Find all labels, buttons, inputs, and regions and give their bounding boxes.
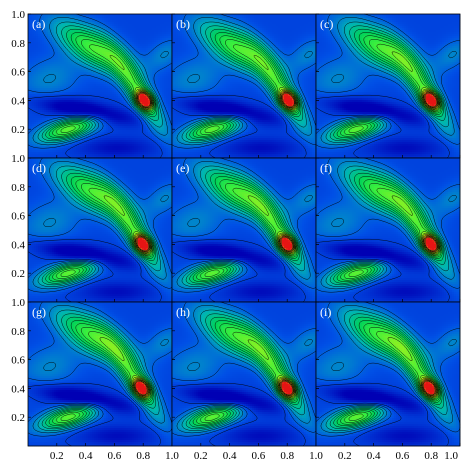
x-tick-labels: 0.2 0.4 0.6 0.8 1.0 0.2 0.4 0.6 0.8 1.0 0.2 0.4 0.6 0…: [50, 450, 459, 462]
x-tick-label: 0.4: [223, 450, 237, 462]
y-tick-label: 0.4: [11, 95, 25, 107]
x-tick-label: 1.0: [165, 450, 179, 462]
panel-h: (h): [172, 302, 316, 446]
panel-label: (g): [32, 305, 46, 319]
y-tick-label: 0.6: [11, 355, 25, 367]
x-tick-label: 0.4: [79, 450, 93, 462]
x-tick-label: 1.0: [309, 450, 323, 462]
y-tick-label: 0.8: [11, 182, 25, 194]
heatmap-cells: [28, 14, 172, 158]
panel-c: (c): [316, 14, 460, 158]
y-tick-label: 0.2: [11, 268, 25, 280]
panel-d: (d): [28, 158, 172, 302]
panel-label: (c): [320, 17, 333, 31]
panel-label: (a): [32, 17, 45, 31]
y-tick-label: 0.8: [11, 326, 25, 338]
y-tick-label: 0.6: [11, 67, 25, 79]
y-tick-label: 0.2: [11, 124, 25, 136]
panel-label: (e): [176, 161, 189, 175]
x-tick-label: 0.4: [367, 450, 381, 462]
panel-e: (e): [172, 158, 316, 302]
x-tick-label: 0.8: [280, 450, 294, 462]
y-tick-label: 1.0: [11, 297, 25, 309]
panel-b: (b): [172, 14, 316, 158]
panel-label: (b): [176, 17, 190, 31]
y-tick-label: 0.2: [11, 412, 25, 424]
heatmap-cells: [172, 14, 316, 158]
panel-g: (g): [28, 302, 172, 446]
panel-f: (f): [316, 158, 460, 302]
x-tick-label: 0.2: [50, 450, 64, 462]
y-tick-label: 0.4: [11, 383, 25, 395]
panel-label: (f): [320, 161, 332, 175]
x-tick-label: 0.6: [108, 450, 122, 462]
panel-label: (d): [32, 161, 46, 175]
panel-label: (i): [320, 305, 331, 319]
x-tick-label: 0.2: [338, 450, 352, 462]
y-tick-labels: 0.2 0.4 0.6 0.8 1.0 0.2 0.4 0.6 0.8 1.0 0.2 0.4 0.6 0…: [11, 9, 25, 424]
y-tick-label: 0.4: [11, 239, 25, 251]
x-tick-label: 0.6: [252, 450, 266, 462]
x-tick-label: 0.8: [424, 450, 438, 462]
x-tick-label: 0.8: [136, 450, 150, 462]
y-tick-label: 1.0: [11, 9, 25, 21]
panel-label: (h): [176, 305, 190, 319]
panel-i: (i): [316, 302, 460, 446]
panel-grid: (a) (b) (c) (d) (e) (f) (g) (h) (i): [28, 14, 460, 446]
y-tick-label: 0.8: [11, 38, 25, 50]
x-tick-label: 0.6: [396, 450, 410, 462]
y-tick-label: 1.0: [11, 153, 25, 165]
x-tick-label: 0.2: [194, 450, 208, 462]
y-tick-label: 0.6: [11, 211, 25, 223]
panel-a: (a): [28, 14, 172, 158]
x-tick-label: 1.0: [444, 450, 458, 462]
